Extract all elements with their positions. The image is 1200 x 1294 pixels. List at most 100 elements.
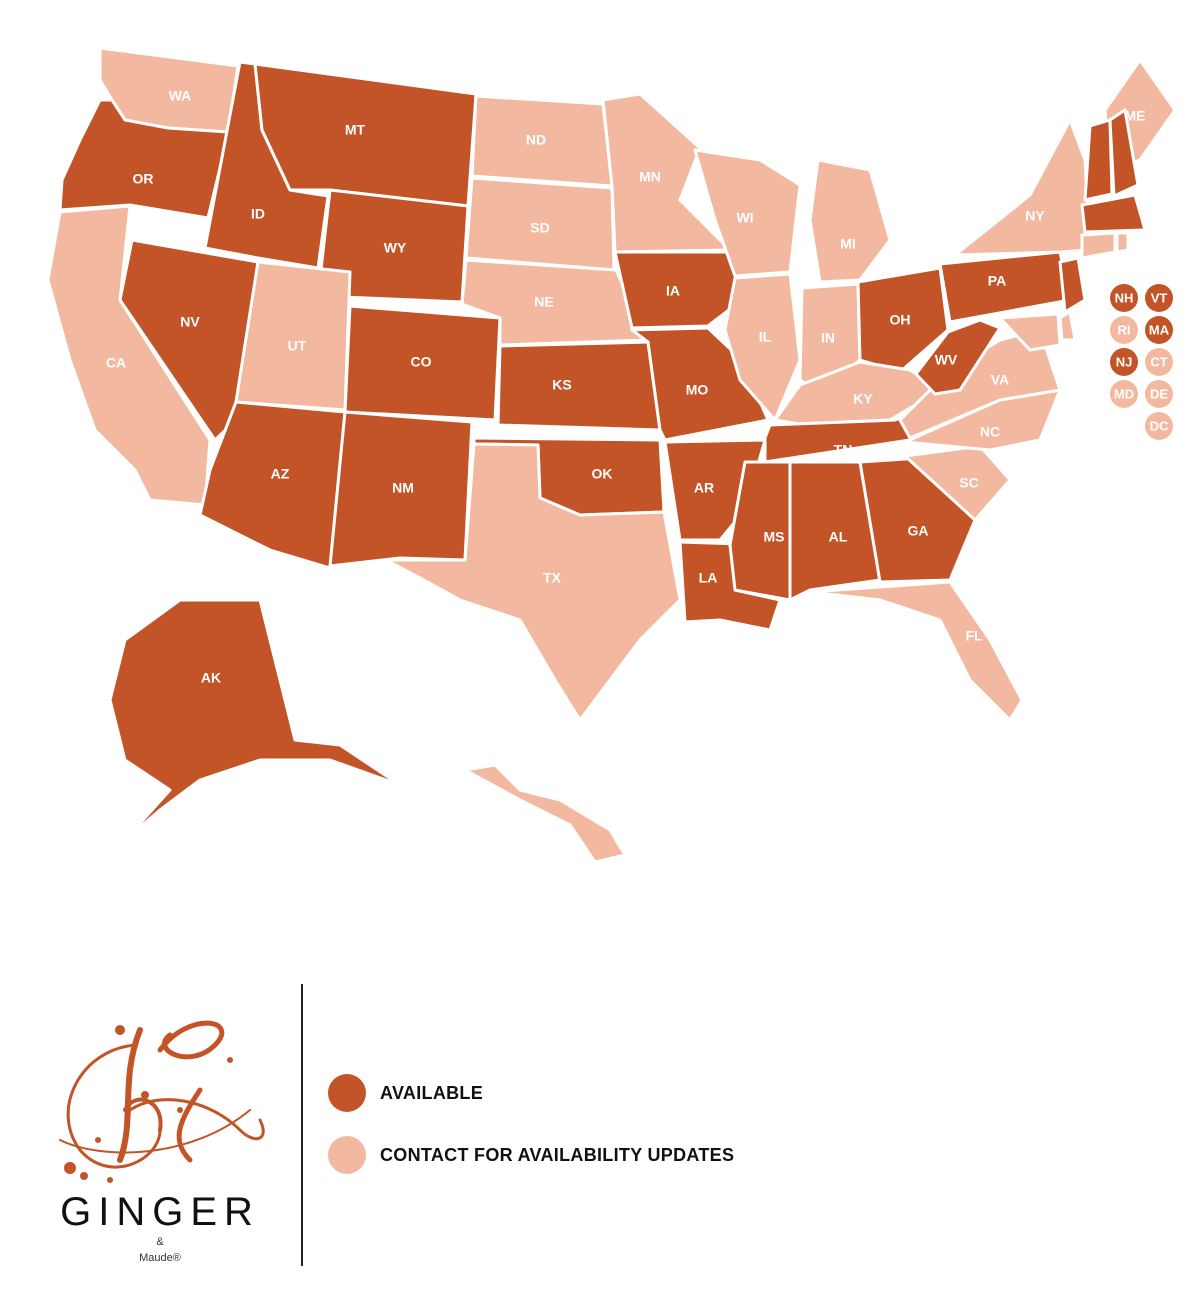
brand-logo: GINGER & Maude® [40, 990, 280, 1280]
small-state-badge-dc [1145, 412, 1173, 440]
small-state-badge-nh [1110, 284, 1138, 312]
state-label-az: AZ [271, 466, 290, 482]
us-availability-map: WA OR CA NV ID MT WY UT CO AZ NM ND SD NE KS OK TX MN IA MO… [46, 46, 1177, 864]
state-label-co: CO [411, 354, 432, 370]
state-ct [1080, 231, 1117, 260]
state-ak [108, 598, 402, 842]
state-label-wv: WV [935, 352, 958, 368]
small-state-label-dc: DC [1150, 418, 1169, 433]
state-mt [253, 62, 478, 208]
state-co [343, 304, 502, 422]
state-label-ne: NE [534, 294, 553, 310]
state-sc [903, 444, 1012, 522]
state-label-ia: IA [666, 283, 680, 299]
state-ms [728, 460, 792, 602]
state-oh [856, 266, 950, 374]
footer: GINGER & Maude® AVAILABLE CONTACT FOR AV… [0, 960, 1200, 1294]
brand-ampersand: & [156, 1236, 164, 1248]
logo-monogram-icon [59, 1020, 265, 1183]
state-ut [234, 260, 352, 412]
state-label-tx: TX [543, 570, 562, 586]
small-state-badge-de [1145, 380, 1173, 408]
state-label-la: LA [699, 570, 718, 586]
state-label-ga: GA [908, 523, 929, 539]
state-label-nm: NM [392, 480, 414, 496]
state-ny [953, 118, 1092, 257]
state-al [788, 460, 882, 602]
small-state-label-de: DE [1150, 386, 1168, 401]
state-label-mi: MI [840, 236, 856, 252]
state-md [998, 312, 1062, 352]
state-wi [693, 148, 802, 278]
small-state-label-ma: MA [1149, 322, 1170, 337]
state-nj [1058, 256, 1087, 314]
state-label-ak: AK [201, 670, 221, 686]
small-state-label-ri: RI [1118, 322, 1131, 337]
small-state-badge-ct [1145, 348, 1173, 376]
state-label-sc: SC [959, 475, 978, 491]
state-ks [496, 340, 662, 432]
state-label-tn: TN [834, 442, 853, 458]
small-state-badge-vt [1145, 284, 1173, 312]
state-label-wa: WA [169, 88, 192, 104]
legend-swatch-contact [328, 1136, 366, 1174]
state-ma [1080, 193, 1147, 234]
brand-subname: Maude® [139, 1252, 181, 1264]
state-label-ok: OK [592, 466, 613, 482]
state-nh [1108, 108, 1140, 198]
state-label-ky: KY [853, 391, 873, 407]
small-state-label-md: MD [1114, 386, 1134, 401]
state-label-oh: OH [890, 312, 911, 328]
legend-item-available: AVAILABLE [328, 1074, 483, 1112]
state-vt [1083, 118, 1114, 202]
state-label-ny: NY [1025, 208, 1045, 224]
state-fl [808, 580, 1024, 722]
small-state-label-vt: VT [1151, 290, 1168, 305]
state-label-me: ME [1125, 108, 1146, 124]
state-label-nc: NC [980, 424, 1000, 440]
state-label-wi: WI [736, 210, 753, 226]
state-label-nv: NV [180, 314, 200, 330]
state-de [1058, 310, 1077, 342]
state-label-mn: MN [639, 169, 661, 185]
state-label-wy: WY [384, 240, 407, 256]
state-mn [601, 92, 732, 254]
small-state-badge-nj [1110, 348, 1138, 376]
state-label-ut: UT [288, 338, 307, 354]
state-label-or: OR [133, 171, 154, 187]
small-state-badge-ma [1145, 316, 1173, 344]
legend-label-available: AVAILABLE [380, 1082, 484, 1103]
state-ri [1115, 231, 1130, 254]
state-label-ar: AR [694, 480, 714, 496]
state-label-ms: MS [764, 529, 785, 545]
state-label-fl: FL [965, 628, 983, 644]
state-label-va: VA [991, 372, 1009, 388]
state-label-mo: MO [686, 382, 709, 398]
state-hi [463, 763, 627, 864]
small-state-badge-md [1110, 380, 1138, 408]
state-label-sd: SD [530, 220, 549, 236]
state-label-ks: KS [552, 377, 571, 393]
state-label-mt: MT [345, 122, 366, 138]
small-state-label-nh: NH [1115, 290, 1134, 305]
small-state-badge-ri [1110, 316, 1138, 344]
state-label-al: AL [829, 529, 848, 545]
state-wv [914, 318, 1002, 396]
state-label-id: ID [251, 206, 265, 222]
state-label-nd: ND [526, 132, 546, 148]
state-label-pa: PA [988, 273, 1006, 289]
brand-name: GINGER [60, 1190, 260, 1234]
legend-item-contact: CONTACT FOR AVAILABILITY UPDATES [328, 1136, 734, 1174]
legend-label-contact: CONTACT FOR AVAILABILITY UPDATES [380, 1144, 735, 1165]
legend-swatch-available [328, 1074, 366, 1112]
state-label-il: IL [759, 329, 772, 345]
state-ia [613, 250, 744, 330]
state-label-ca: CA [106, 355, 126, 371]
small-state-label-ct: CT [1150, 354, 1167, 369]
divider [301, 984, 303, 1266]
state-ca [46, 204, 212, 507]
small-state-label-nj: NJ [1116, 354, 1133, 369]
state-tx [384, 442, 682, 722]
state-mi [808, 158, 892, 284]
state-label-in: IN [821, 330, 835, 346]
